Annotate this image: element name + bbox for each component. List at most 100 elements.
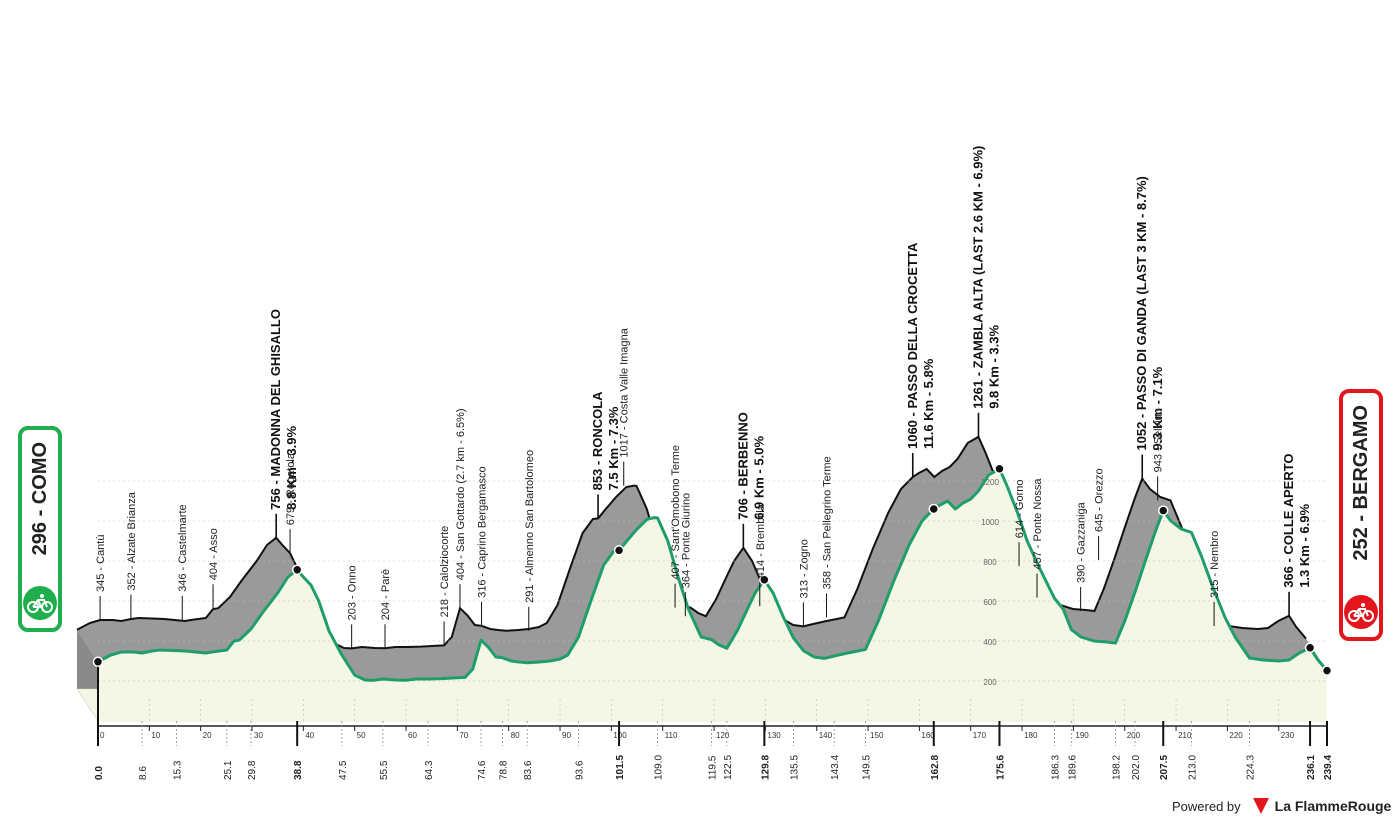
place-label: 404 - Asso (208, 528, 220, 580)
climb-detail-label: 8.8 Km - 3.9% (284, 426, 299, 510)
x-tick-label: 80 (511, 731, 520, 740)
km-label: 236.1 (1306, 755, 1317, 780)
summit-dot (291, 564, 303, 576)
km-label: 175.6 (995, 755, 1006, 780)
x-tick-label: 110 (665, 731, 678, 740)
place-label: 315 - Nembro (1209, 531, 1221, 598)
place-label: 1017 - Costa Valle Imagna (619, 327, 631, 457)
km-label: 29.8 (247, 760, 258, 780)
start-badge: 296 - COMO (18, 426, 62, 632)
powered-by: Powered by La FlammeRouge (1172, 798, 1391, 814)
x-tick-label: 20 (203, 731, 212, 740)
cyclist-icon (1344, 595, 1378, 629)
place-label: 352 - Alzate Brianza (126, 491, 138, 590)
climb-detail-label: 11.6 Km - 5.8% (921, 358, 936, 449)
km-label: 8.6 (138, 766, 149, 780)
climb-name-label: 853 - RONCOLA (590, 391, 605, 491)
x-tick-label: 30 (254, 731, 263, 740)
powered-by-text: Powered by (1172, 798, 1241, 814)
climb-name-label: 1060 - PASSO DELLA CROCETTA (905, 242, 920, 449)
place-label: 346 - Castelmarte (177, 504, 189, 591)
x-tick-label: 180 (1024, 731, 1038, 740)
x-tick-label: 100 (613, 731, 627, 740)
place-label: 316 - Caprino Bergamasco (477, 466, 489, 597)
km-label: 189.6 (1067, 755, 1078, 780)
x-tick-label: 170 (973, 731, 987, 740)
place-label: 364 - Ponte Giurino (680, 493, 692, 588)
x-tick-label: 40 (305, 731, 314, 740)
y-tick-label: 600 (983, 598, 997, 607)
km-label: 83.6 (523, 760, 534, 780)
place-label: 218 - Calolziocorte (439, 526, 451, 618)
x-tick-label: 90 (562, 731, 571, 740)
climb-name-label: 366 - COLLE APERTO (1281, 453, 1296, 587)
x-tick-label: 220 (1229, 731, 1243, 740)
x-tick-label: 50 (357, 731, 366, 740)
km-label: 78.8 (499, 760, 510, 780)
km-label: 135.5 (790, 755, 801, 780)
km-label: 93.6 (575, 760, 586, 780)
km-label: 162.8 (930, 755, 941, 780)
summit-dot (994, 463, 1005, 475)
y-tick-label: 400 (983, 638, 997, 647)
place-label: 943 - Selvino (1153, 408, 1165, 472)
km-label: 202.0 (1131, 755, 1142, 780)
climb-name-label: 756 - MADONNA DEL GHISALLO (268, 309, 283, 510)
place-label: 679 - Regatola (285, 452, 297, 525)
km-label: 224.3 (1245, 755, 1256, 780)
km-label: 0.0 (94, 766, 105, 780)
x-tick-label: 60 (408, 731, 417, 740)
km-label: 38.8 (293, 760, 304, 780)
x-tick-label: 70 (459, 731, 468, 740)
km-label: 74.6 (477, 760, 488, 780)
place-label: 358 - San Pellegrino Terme (822, 456, 834, 589)
place-label: 457 - Ponte Nossa (1032, 478, 1044, 570)
profile-top-band (77, 436, 1327, 681)
climb-detail-label: 6.9 Km - 5.0% (751, 436, 766, 520)
y-tick-label: 800 (983, 558, 997, 567)
km-label: 47.5 (338, 760, 349, 780)
km-label: 129.8 (760, 755, 771, 780)
x-tick-label: 0 (100, 731, 105, 740)
climb-detail-label: 9.3 Km - 7.1% (1150, 366, 1165, 450)
place-label: 204 - Parè (380, 569, 392, 620)
summit-dot (1304, 642, 1316, 654)
km-label: 149.5 (861, 755, 872, 780)
km-label: 207.5 (1159, 755, 1170, 780)
km-label: 213.0 (1187, 755, 1198, 780)
km-label: 25.1 (223, 760, 234, 780)
brand-name: La FlammeRouge (1274, 798, 1392, 814)
km-label: 198.2 (1111, 755, 1122, 780)
km-label: 64.3 (424, 760, 435, 780)
start-dot (92, 656, 104, 668)
summit-dot (613, 545, 625, 556)
place-label: 614 - Gorno (1014, 479, 1026, 538)
x-tick-label: 200 (1127, 731, 1141, 740)
x-tick-label: 120 (716, 731, 730, 740)
summit-dot (759, 574, 770, 586)
place-label: 291 - Almenno San Bartolomeo (524, 450, 536, 603)
place-label: 203 - Onno (347, 565, 359, 620)
profile-front-face (98, 468, 1327, 721)
summit-dot (1157, 505, 1169, 516)
y-tick-label: 1200 (981, 478, 999, 487)
route-line (97, 467, 1329, 682)
climb-detail-label: 9.8 Km - 3.3% (986, 325, 1001, 409)
km-label: 109.0 (654, 755, 665, 780)
summit-dot (928, 503, 940, 515)
place-label: 645 - Orezzo (1094, 468, 1106, 532)
x-tick-label: 230 (1281, 731, 1295, 740)
place-label: 313 - Zogno (798, 539, 810, 598)
y-tick-label: 200 (983, 678, 997, 687)
km-label: 119.5 (707, 755, 718, 780)
place-label: 345 - Cantù (95, 535, 107, 592)
climb-name-label: 1052 - PASSO DI GANDA (LAST 3 KM - 8.7%) (1134, 176, 1149, 451)
km-label: 186.3 (1050, 755, 1061, 780)
km-label: 143.4 (830, 755, 841, 780)
y-tick-label: 1000 (981, 518, 999, 527)
place-label: 404 - San Gottardo (2.7 km - 6.5%) (455, 408, 467, 580)
finish-badge: 252 - BERGAMO (1339, 389, 1383, 641)
climb-detail-label: 7.5 Km - 7.3% (606, 406, 621, 490)
cyclist-icon (23, 586, 57, 620)
x-tick-label: 140 (819, 731, 833, 740)
